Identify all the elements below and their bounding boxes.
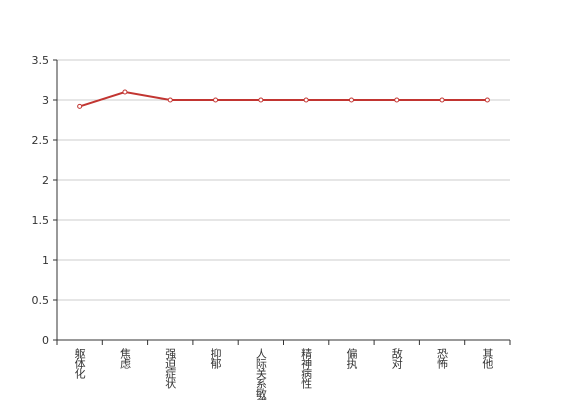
y-tick-label: 0 — [42, 334, 49, 347]
point — [258, 97, 264, 103]
x-tick-label: 强迫症状 — [164, 348, 177, 389]
y-tick-label: 3 — [42, 94, 49, 107]
y-tick-label: 2.5 — [32, 134, 50, 147]
y-tick-label: 1 — [42, 254, 49, 267]
y-tick-label: 3.5 — [32, 54, 50, 67]
point — [213, 97, 219, 103]
line — [79, 90, 488, 108]
x-tick-label: 恐怖 — [436, 348, 449, 369]
x-tick-label: 抑郁 — [209, 347, 222, 369]
point — [77, 103, 83, 109]
x-tick-label: 敌对 — [390, 347, 403, 369]
x-tick-label: 精神病性 — [300, 348, 313, 390]
y-tick-label: 0.5 — [32, 294, 50, 307]
x-tick-label: 偏执 — [345, 347, 358, 370]
point — [122, 89, 128, 95]
y-tick-label: 2 — [42, 174, 49, 187]
x-tick-label: 躯体化 — [73, 348, 86, 380]
point — [484, 97, 490, 103]
x-tick-label: 人际关系敏感 — [254, 348, 267, 400]
point — [167, 97, 173, 103]
point — [348, 97, 354, 103]
x-tick-label: 焦虑 — [118, 348, 131, 369]
point — [303, 97, 309, 103]
point — [439, 97, 445, 103]
y-tick-label: 1.5 — [32, 214, 50, 227]
point — [394, 97, 400, 103]
x-tick-label: 其他 — [481, 348, 494, 369]
